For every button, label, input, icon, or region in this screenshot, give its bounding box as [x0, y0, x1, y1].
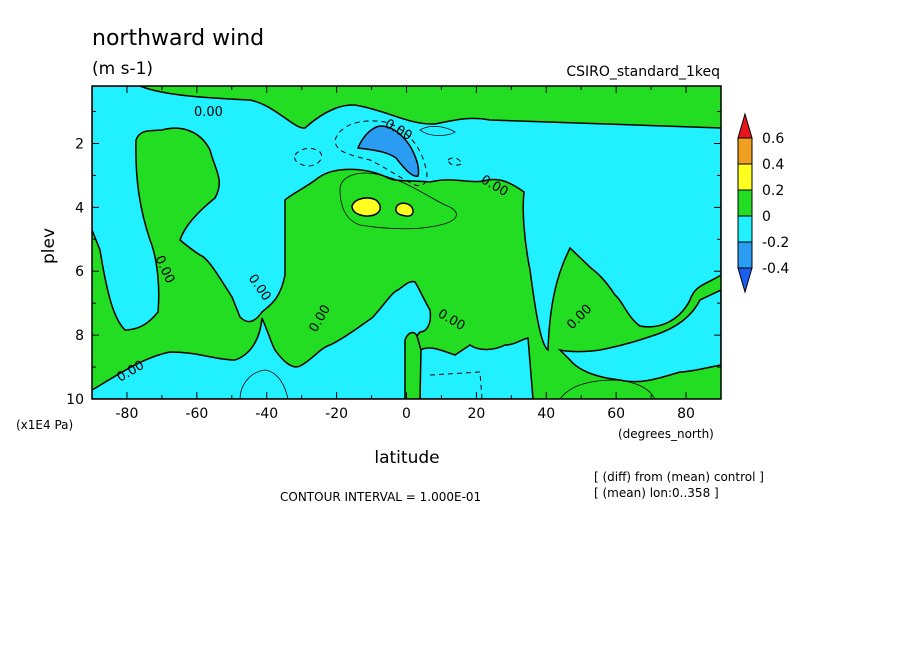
plot-area [91, 85, 722, 400]
y-units: (x1E4 Pa) [16, 418, 73, 432]
cyan-region-lower-left [92, 280, 432, 399]
x-tick-label: -80 [116, 406, 139, 422]
y-tick-label: 2 [75, 136, 84, 152]
cyan-region-upper [92, 86, 721, 352]
colorbar-swatch [737, 215, 753, 243]
blue-minimum [356, 125, 420, 177]
colorbar-swatch [737, 189, 753, 217]
contour-label: 0.00 [194, 105, 223, 120]
colorbar-label: 0 [762, 209, 771, 225]
x-tick-label: -60 [185, 406, 208, 422]
x-axis-label: latitude [374, 448, 439, 468]
y-tick-label: 8 [75, 328, 84, 344]
x-tick-label: -40 [255, 406, 278, 422]
cyan-region-lower-right-2 [557, 289, 721, 383]
y-axis-label: plev [39, 228, 59, 264]
colorbar-label: 0.4 [762, 157, 784, 173]
y-tick-label: 10 [66, 392, 84, 408]
colorbar-bottom-arrow [737, 267, 753, 294]
note-diff: [ (diff) from (mean) control ] [594, 470, 764, 484]
dashed-contour-2 [294, 147, 323, 167]
colorbar-swatch [737, 163, 753, 191]
colorbar-swatch [737, 137, 753, 165]
x-tick-label: 80 [677, 406, 695, 422]
inner-contour-1 [339, 172, 457, 230]
run-label: CSIRO_standard_1keq [566, 64, 720, 80]
yellow-maximum-1 [351, 197, 381, 217]
chart-units: (m s-1) [92, 59, 153, 79]
y-tick-label: 4 [75, 200, 84, 216]
colorbar-label: 0.6 [762, 131, 784, 147]
inner-contour-3 [559, 379, 656, 399]
inner-contour-4 [419, 126, 456, 136]
contour-interval: CONTOUR INTERVAL = 1.000E-01 [280, 490, 481, 504]
x-tick-label: 60 [607, 406, 625, 422]
green-island-bottom [404, 331, 422, 399]
x-tick-label: 20 [467, 406, 485, 422]
chart-title: northward wind [92, 26, 264, 51]
y-tick-label: 6 [75, 264, 84, 280]
x-tick-label: -20 [325, 406, 348, 422]
colorbar: 0.6 0.4 0.2 0 -0.2 -0.4 [737, 112, 789, 294]
colorbar-label: -0.4 [762, 261, 789, 277]
note-mean: [ (mean) lon:0..358 ] [594, 486, 719, 500]
x-tick-label: 40 [537, 406, 555, 422]
inner-contour-2 [239, 369, 289, 399]
yellow-maximum-2 [395, 202, 414, 217]
cyan-region-lower-right [419, 337, 534, 399]
colorbar-top-arrow [737, 112, 753, 139]
x-axis: -80 -60 -40 -20 0 20 40 60 80 [91, 86, 722, 422]
x-tick-label: 0 [402, 406, 411, 422]
colorbar-label: 0.2 [762, 183, 784, 199]
dashed-contour-4 [447, 157, 463, 166]
y-axis: 2 4 6 8 10 [66, 111, 721, 408]
colorbar-swatch [737, 241, 753, 269]
x-units: (degrees_north) [618, 427, 714, 441]
colorbar-label: -0.2 [762, 235, 789, 251]
